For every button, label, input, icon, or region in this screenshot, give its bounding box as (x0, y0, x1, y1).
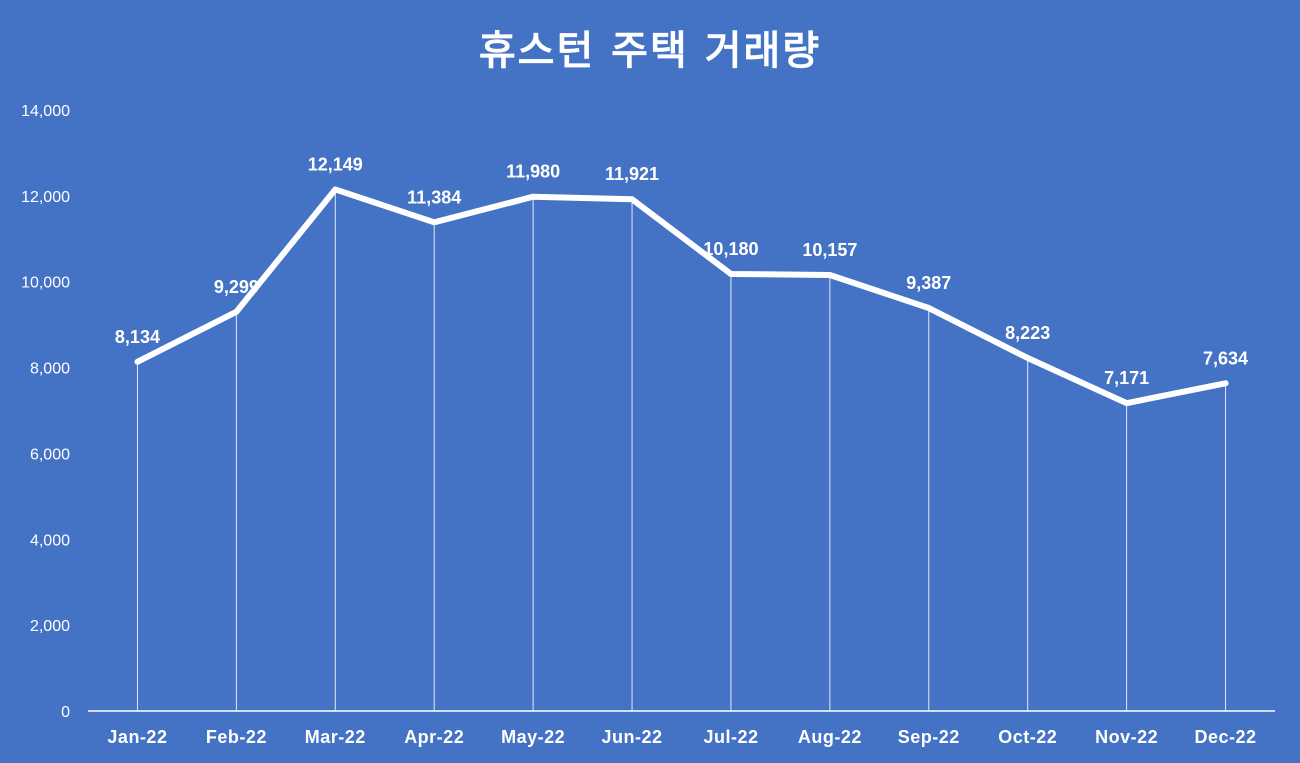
data-label: 11,921 (605, 164, 659, 184)
y-tick-label: 2,000 (30, 618, 70, 635)
data-labels: 8,134 9,299 12,149 11,384 11,980 11,921 10,180… (115, 154, 1248, 388)
data-label: 7,634 (1203, 348, 1248, 368)
y-tick-label: 4,000 (30, 532, 70, 549)
x-tick-label: May-22 (501, 727, 565, 747)
data-label: 12,149 (308, 154, 363, 174)
y-tick-label: 12,000 (21, 189, 70, 206)
y-tick-label: 0 (61, 704, 70, 721)
y-axis: 0 2,000 4,000 6,000 8,000 10,000 12,000 14,000 (21, 103, 70, 721)
x-tick-label: Sep-22 (898, 727, 960, 747)
drop-lines (136, 189, 1227, 711)
y-tick-label: 10,000 (21, 275, 70, 292)
x-tick-label: Mar-22 (305, 727, 366, 747)
y-tick-label: 6,000 (30, 446, 70, 463)
data-label: 7,171 (1104, 368, 1149, 388)
data-label: 8,223 (1005, 323, 1050, 343)
data-label: 11,980 (506, 162, 560, 182)
data-label: 10,157 (802, 240, 857, 260)
x-tick-label: Nov-22 (1095, 727, 1158, 747)
data-label: 9,299 (214, 277, 259, 297)
series-line (134, 186, 1229, 407)
x-axis: Jan-22 Feb-22 Mar-22 Apr-22 May-22 Jun-22 Jul-… (107, 727, 1256, 747)
x-tick-label: Feb-22 (206, 727, 267, 747)
x-tick-label: Jul-22 (703, 727, 758, 747)
y-tick-label: 14,000 (21, 103, 70, 120)
x-tick-label: Jun-22 (602, 727, 663, 747)
x-tick-label: Oct-22 (998, 727, 1057, 747)
data-label: 8,134 (115, 327, 160, 347)
y-tick-label: 8,000 (30, 361, 70, 378)
x-tick-label: Apr-22 (404, 727, 464, 747)
data-label: 11,384 (407, 187, 461, 207)
data-label: 9,387 (906, 273, 951, 293)
chart-title: 휴스턴 주택 거래량 (478, 28, 822, 74)
x-tick-label: Jan-22 (107, 727, 167, 747)
x-tick-label: Dec-22 (1195, 727, 1257, 747)
x-tick-label: Aug-22 (798, 727, 862, 747)
data-label: 10,180 (703, 239, 758, 259)
